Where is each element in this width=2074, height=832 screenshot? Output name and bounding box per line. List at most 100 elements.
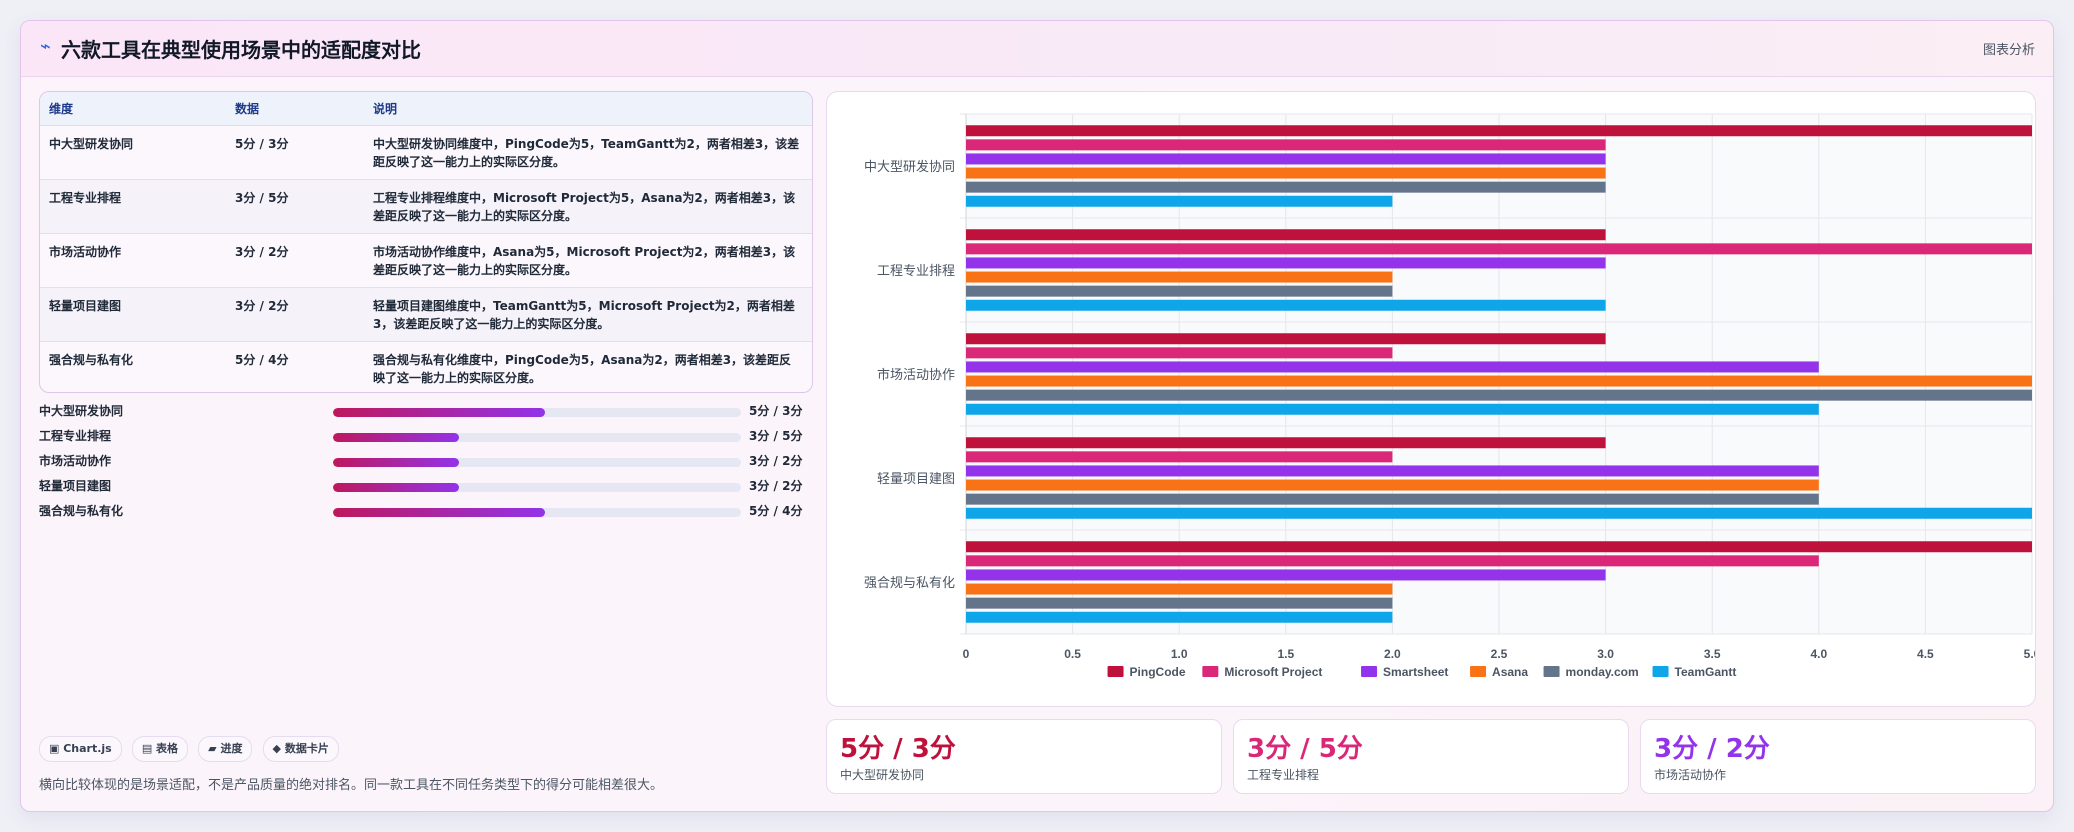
row-description: 中大型研发协同维度中，PingCode为5，TeamGantt为2，两者相差3，…	[364, 125, 812, 180]
row-dimension: 中大型研发协同	[40, 125, 226, 180]
progress-fill	[333, 433, 460, 442]
legend-swatch	[1543, 666, 1560, 677]
progress-value: 3分 / 2分	[749, 479, 803, 493]
progress-row: 中大型研发协同 5分 / 3分	[39, 402, 819, 427]
data-table: 维度 数据 说明 中大型研发协同 5分 / 3分 中大型研发协同维度中，Ping…	[39, 91, 813, 393]
progress-value: 5分 / 3分	[749, 404, 803, 418]
x-tick-label: 2.5	[1491, 647, 1508, 661]
legend-swatch	[1470, 666, 1487, 677]
column-header-dimension: 维度	[40, 92, 226, 126]
bar	[966, 465, 1819, 477]
progress-fill	[333, 483, 460, 492]
progress-fill	[333, 508, 546, 517]
row-data: 5分 / 4分	[235, 353, 289, 367]
x-tick-label: 1.0	[1171, 647, 1188, 661]
bar	[966, 181, 1606, 193]
row-dimension: 轻量项目建图	[40, 287, 226, 342]
kpi-card: 3分 / 5分 工程专业排程	[1233, 719, 1629, 794]
progress-fill	[333, 458, 460, 467]
progress-label: 工程专业排程	[39, 429, 112, 443]
row-data: 3分 / 5分	[226, 179, 364, 234]
table-row: 强合规与私有化 5分 / 4分 强合规与私有化维度中，PingCode为5，As…	[40, 342, 812, 393]
kpi-value: 5分 / 3分	[840, 734, 956, 764]
bar	[966, 479, 1819, 491]
bar	[966, 437, 1606, 449]
y-category-label: 中大型研发协同	[864, 159, 955, 174]
y-category-label: 市场活动协作	[877, 367, 955, 382]
progress-label: 中大型研发协同	[39, 404, 124, 418]
table-row: 中大型研发协同 5分 / 3分 中大型研发协同维度中，PingCode为5，Te…	[40, 125, 812, 180]
progress-label: 强合规与私有化	[39, 504, 124, 518]
progress-label: 轻量项目建图	[39, 479, 112, 493]
chip-table: ▤ 表格	[131, 736, 189, 762]
progress-value: 3分 / 5分	[749, 429, 803, 443]
y-category-label: 工程专业排程	[877, 263, 955, 278]
bar	[966, 361, 1819, 373]
bar	[966, 555, 1819, 567]
bar	[966, 583, 1393, 595]
chip-progress: ▰ 进度	[198, 736, 253, 762]
progress-fill	[333, 408, 546, 417]
x-tick-label: 2.0	[1384, 647, 1401, 661]
kpi-label: 中大型研发协同	[840, 768, 925, 782]
row-description: 轻量项目建图维度中，TeamGantt为5，Microsoft Project为…	[364, 287, 812, 342]
bar	[966, 389, 2032, 401]
bar	[966, 451, 1393, 463]
bar	[966, 403, 1819, 415]
bar	[966, 257, 1606, 269]
table-header-row: 维度 数据 说明	[40, 92, 812, 126]
bar	[966, 493, 1819, 505]
bar	[966, 229, 1606, 241]
bar	[966, 299, 1606, 311]
legend-swatch	[1652, 666, 1669, 677]
progress-track	[333, 458, 741, 467]
row-description: 工程专业排程维度中，Microsoft Project为5，Asana为2，两者…	[364, 179, 812, 234]
kpi-card: 5分 / 3分 中大型研发协同	[826, 719, 1222, 794]
progress-track	[333, 483, 741, 492]
kpi-value: 3分 / 5分	[1247, 734, 1363, 764]
bar	[966, 195, 1393, 207]
dashboard-frame: ⌁ 六款工具在典型使用场景中的适配度对比 图表分析 维度 数据 说明 中大型研发…	[20, 20, 2054, 812]
page-title: 六款工具在典型使用场景中的适配度对比	[61, 38, 421, 62]
progress-row: 强合规与私有化 5分 / 4分	[39, 502, 819, 527]
bar	[966, 347, 1393, 359]
x-tick-label: 5.0	[2024, 647, 2035, 661]
progress-list: 中大型研发协同 5分 / 3分 工程专业排程 3分 / 5分 市场活动协作 3分…	[39, 402, 819, 527]
bar	[966, 243, 2032, 255]
row-data: 3分 / 2分	[226, 233, 364, 288]
row-data: 3分 / 2分	[226, 287, 364, 342]
progress-track	[333, 433, 741, 442]
row-description: 强合规与私有化维度中，PingCode为5，Asana为2，两者相差3，该差距反…	[373, 353, 792, 385]
progress-row: 工程专业排程 3分 / 5分	[39, 427, 819, 452]
x-tick-label: 3.5	[1704, 647, 1721, 661]
header: ⌁ 六款工具在典型使用场景中的适配度对比 图表分析	[21, 21, 2053, 77]
x-tick-label: 1.5	[1277, 647, 1294, 661]
chip-chartjs: ▣ Chart.js	[39, 736, 122, 762]
x-tick-label: 4.5	[1917, 647, 1934, 661]
bar-chart: 0 0.5 1.0 1.5 2.0 2.5 3.0 3.5 4.0 4.5 5.0 中大型研发协同工程…	[864, 113, 2041, 679]
legend-label: TeamGantt	[1675, 665, 1737, 679]
bar	[966, 541, 2032, 553]
progress-track	[333, 508, 741, 517]
bar	[966, 285, 1393, 297]
progress-track	[333, 408, 741, 417]
progress-value: 3分 / 2分	[749, 454, 803, 468]
bar	[966, 271, 1393, 283]
x-tick-label: 0.5	[1064, 647, 1081, 661]
x-tick-label: 4.0	[1810, 647, 1827, 661]
kpi-card: 3分 / 2分 市场活动协作	[1640, 719, 2036, 794]
row-data: 5分 / 3分	[226, 125, 364, 180]
chart-card: 0 0.5 1.0 1.5 2.0 2.5 3.0 3.5 4.0 4.5 5.0 中大型研发协同工程…	[826, 91, 2041, 707]
x-tick-label: 0	[963, 647, 970, 661]
y-category-label: 轻量项目建图	[877, 471, 955, 486]
chip-data-card: ◆ 数据卡片	[262, 736, 339, 762]
progress-row: 轻量项目建图 3分 / 2分	[39, 477, 819, 502]
kpi-label: 工程专业排程	[1247, 768, 1320, 782]
legend-swatch	[1361, 666, 1378, 677]
legend-swatch	[1202, 666, 1219, 677]
legend-label: Microsoft Project	[1224, 665, 1322, 679]
bar	[966, 569, 1606, 581]
legend-label: PingCode	[1130, 665, 1186, 679]
footnote: 横向比较体现的是场景适配，不是产品质量的绝对排名。同一款工具在不同任务类型下的得…	[39, 778, 664, 793]
bar	[966, 139, 1606, 151]
